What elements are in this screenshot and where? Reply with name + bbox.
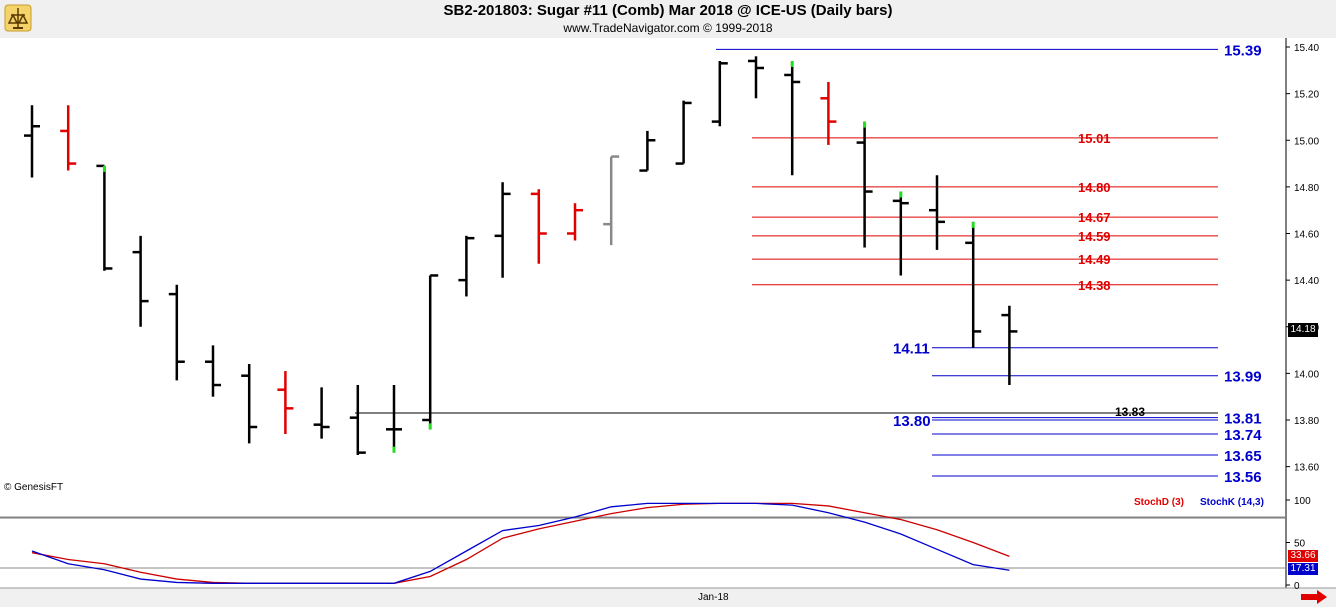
resistance-label: 14.80 [1078, 180, 1111, 195]
chart-title: SB2-201803: Sugar #11 (Comb) Mar 2018 @ … [443, 2, 893, 19]
resistance-label: 14.38 [1078, 278, 1111, 293]
support-label: 14.11 [893, 341, 930, 358]
price-axis-tick-label: 15.20 [1294, 90, 1319, 101]
resistance-label: 14.67 [1078, 210, 1111, 225]
support-label: 13.80 [893, 413, 931, 430]
price-axis-background [1286, 38, 1336, 588]
price-axis-tick-label: 15.00 [1294, 136, 1319, 147]
stochk-line [31, 502, 1010, 584]
price-axis-tick-label: 14.80 [1294, 183, 1319, 194]
legend-stochk: StochK (14,3) [1200, 497, 1264, 508]
price-axis-tick-label: 14.40 [1294, 276, 1319, 287]
price-axis-tick-label: 14.00 [1294, 369, 1319, 380]
scroll-right-arrow-icon[interactable] [1299, 590, 1329, 609]
chart-header: SB2-201803: Sugar #11 (Comb) Mar 2018 @ … [0, 0, 1336, 38]
stoch-axis-tick-label: 0 [1294, 581, 1300, 592]
resistance-label: 14.49 [1078, 252, 1111, 267]
resistance-label: 15.01 [1078, 131, 1111, 146]
support-label: 13.56 [1224, 469, 1262, 486]
support-label: 13.99 [1224, 369, 1262, 386]
support-label: 15.39 [1224, 42, 1262, 59]
stoch-axis-tick-label: 50 [1294, 539, 1306, 550]
x-axis-date-label: Jan-18 [698, 592, 729, 603]
stochd-value-badge: 33.66 [1288, 550, 1318, 562]
copyright-text: © GenesisFT [4, 482, 64, 493]
reference-line-label: 13.83 [1115, 405, 1145, 419]
x-axis-background [0, 588, 1336, 607]
support-label: 13.81 [1224, 411, 1262, 428]
stochk-value-badge: 17.31 [1288, 563, 1318, 575]
support-label: 13.65 [1224, 448, 1262, 465]
trade-navigator-logo-icon [3, 3, 33, 38]
stoch-axis-tick-label: 100 [1294, 496, 1311, 507]
last-price-badge: 14.18 [1288, 323, 1318, 337]
price-axis-tick-label: 15.40 [1294, 43, 1319, 54]
price-axis-tick-label: 13.80 [1294, 416, 1319, 427]
price-axis-tick-label: 13.60 [1294, 463, 1319, 474]
stochd-line [31, 502, 1010, 584]
legend-stochd: StochD (3) [1134, 497, 1184, 508]
chart-subtitle: www.TradeNavigator.com © 1999-2018 [563, 21, 773, 35]
support-label: 13.74 [1224, 427, 1262, 444]
resistance-label: 14.59 [1078, 229, 1111, 244]
price-axis-tick-label: 14.60 [1294, 230, 1319, 241]
